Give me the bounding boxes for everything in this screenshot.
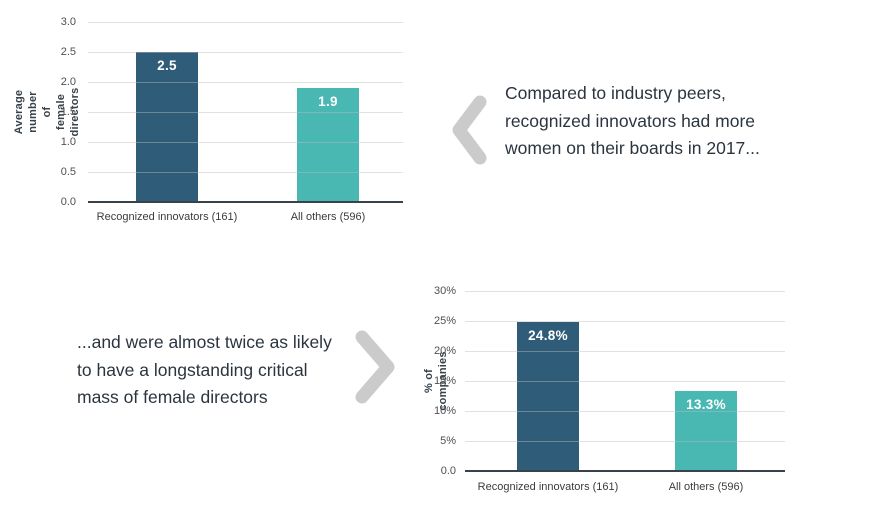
bar	[136, 52, 198, 202]
gridline	[465, 350, 785, 352]
gridline	[465, 440, 785, 442]
annotation-line: women on their boards in 2017...	[505, 138, 760, 158]
x-category-label: Recognized innovators (161)	[96, 211, 238, 223]
y-tick-label: 3.0	[60, 15, 76, 28]
x-category-label: Recognized innovators (161)	[477, 481, 619, 493]
y-tick-label: 0.5	[60, 165, 76, 178]
x-axis-line	[88, 201, 403, 203]
y-tick-label: 2.0	[60, 75, 76, 88]
y-tick-label: 15%	[433, 374, 456, 387]
annotation-line: Compared to industry peers,	[505, 83, 726, 103]
y-tick-label: 0.0	[60, 195, 76, 208]
gridline	[465, 380, 785, 382]
chevron-left-icon	[452, 95, 487, 165]
chevron-right-icon	[355, 330, 395, 404]
bar-value-label: 1.9	[318, 94, 338, 109]
y-tick-label: 20%	[433, 344, 456, 357]
y-tick-label: 2.5	[60, 45, 76, 58]
annotation-top: Compared to industry peers, recognized i…	[505, 80, 815, 163]
gridline	[88, 51, 403, 53]
gridline	[88, 21, 403, 23]
annotation-line: ...and were almost twice as likely	[77, 332, 332, 352]
gridline	[88, 171, 403, 173]
gridline	[465, 320, 785, 322]
bar	[517, 322, 579, 471]
bar-value-label: 13.3%	[686, 397, 726, 413]
y-tick-label: 5%	[440, 434, 456, 447]
y-tick-label: 30%	[433, 284, 456, 297]
bar-value-label: 24.8%	[528, 328, 568, 344]
y-tick-label: 10%	[433, 404, 456, 417]
annotation-bottom: ...and were almost twice as likely to ha…	[77, 329, 367, 412]
gridline	[465, 290, 785, 292]
gridline	[88, 111, 403, 113]
x-category-label: All others (596)	[668, 481, 744, 493]
y-tick-label: 1.5	[60, 105, 76, 118]
y-tick-label: 1.0	[60, 135, 76, 148]
bar-value-label: 2.5	[157, 58, 177, 73]
x-axis-line	[465, 470, 785, 472]
annotation-line: mass of female directors	[77, 387, 268, 407]
y-tick-label: 25%	[433, 314, 456, 327]
gridline	[88, 81, 403, 83]
gridline	[465, 410, 785, 412]
gridline	[88, 141, 403, 143]
annotation-line: to have a longstanding critical	[77, 359, 308, 380]
bar	[297, 88, 359, 202]
bar	[675, 391, 737, 471]
y-tick-label: 0.0	[440, 464, 456, 477]
x-category-label: All others (596)	[290, 211, 366, 223]
annotation-line: recognized innovators had more	[505, 110, 756, 131]
